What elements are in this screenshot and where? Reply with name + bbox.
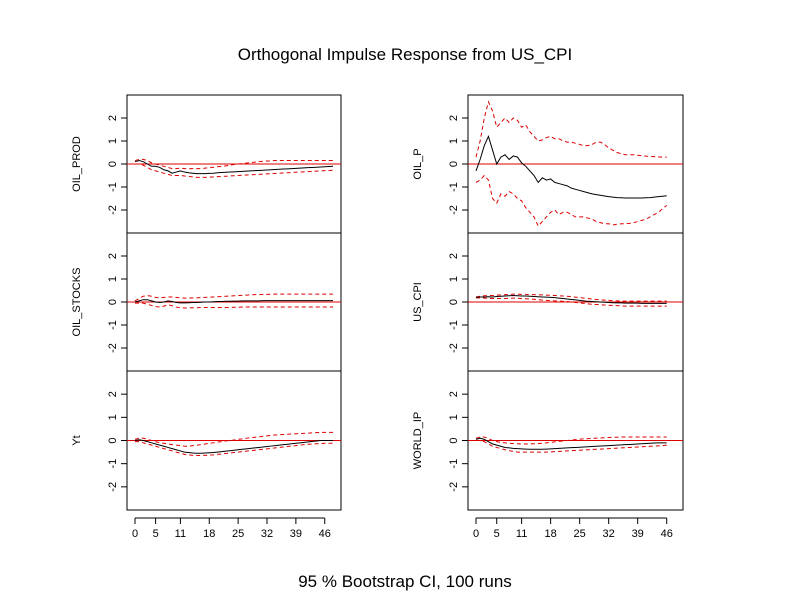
panel-ylabel: US_CPI <box>412 282 424 322</box>
x-tick-label: 5 <box>494 528 500 540</box>
irf-line <box>134 160 334 175</box>
panel-us_cpi: 2 1 0 -1 -2 US_CPI <box>412 232 684 372</box>
y-tick-label: -1 <box>107 182 119 192</box>
irf-line <box>475 295 667 304</box>
panel-oil_prod: 2 1 0 -1 -2 OIL_PROD <box>71 94 342 234</box>
panel-oil_stocks: 2 1 0 -1 -2 OIL_STOCKS <box>71 232 342 372</box>
chart-title: Orthogonal Impulse Response from US_CPI <box>238 45 573 64</box>
upper-bound-line <box>134 158 333 170</box>
y-tick-label: -2 <box>448 482 460 492</box>
y-tick-label: 1 <box>448 414 460 420</box>
y-tick-label: 2 <box>448 115 460 121</box>
y-tick-label: 0 <box>107 299 119 305</box>
lower-bound-line <box>476 440 667 453</box>
upper-bound-line <box>475 100 667 158</box>
x-tick-label: 32 <box>603 528 615 540</box>
y-tick-label: 1 <box>448 138 460 144</box>
x-tick-label: 5 <box>153 528 159 540</box>
y-tick-label: -1 <box>107 459 119 469</box>
x-tick-label: 18 <box>545 528 557 540</box>
panel-ylabel: OIL_PROD <box>71 136 83 192</box>
chart-subtitle: 95 % Bootstrap CI, 100 runs <box>298 572 512 591</box>
y-tick-label: -2 <box>107 343 119 353</box>
panels-group: 2 1 0 -1 -2 OIL_PROD 2 1 0 -1 -2 OIL_P 2 1 0 -1 -2 OIL_ST… <box>71 94 684 540</box>
irf-line <box>475 134 667 199</box>
lower-bound-line <box>135 163 334 178</box>
y-tick-label: 0 <box>107 437 119 443</box>
y-tick-label: 2 <box>107 391 119 397</box>
x-tick-label: 32 <box>261 528 273 540</box>
irf-line <box>475 437 667 450</box>
upper-bound-line <box>134 293 333 302</box>
y-tick-label: -2 <box>107 482 119 492</box>
lower-bound-line <box>475 174 668 228</box>
y-tick-label: -2 <box>107 205 119 215</box>
y-tick-label: -2 <box>448 343 460 353</box>
x-tick-label: 39 <box>632 528 644 540</box>
y-tick-label: 2 <box>107 115 119 121</box>
panel-ylabel: WORLD_IP <box>412 412 424 469</box>
panel-ylabel: Yt <box>71 435 83 445</box>
upper-bound-line <box>475 293 667 302</box>
x-tick-label: 0 <box>473 528 479 540</box>
irf-line <box>134 439 333 454</box>
y-tick-label: 1 <box>107 414 119 420</box>
x-tick-label: 46 <box>319 528 331 540</box>
y-tick-label: 0 <box>448 161 460 167</box>
y-tick-label: 1 <box>448 276 460 282</box>
y-tick-label: -1 <box>107 320 119 330</box>
x-tick-label: 18 <box>203 528 215 540</box>
panel-ylabel: OIL_STOCKS <box>71 268 83 337</box>
x-tick-label: 39 <box>290 528 302 540</box>
lower-bound-line <box>135 302 333 309</box>
irf-line <box>134 299 333 304</box>
x-tick-label: 25 <box>232 528 244 540</box>
x-tick-label: 11 <box>175 528 186 540</box>
y-tick-label: 1 <box>107 276 119 282</box>
y-tick-label: 1 <box>107 138 119 144</box>
panel-oil_p: 2 1 0 -1 -2 OIL_P <box>412 94 684 234</box>
y-tick-label: 0 <box>448 437 460 443</box>
y-tick-label: -1 <box>448 320 460 330</box>
x-tick-label: 46 <box>661 528 673 540</box>
x-tick-label: 0 <box>132 528 138 540</box>
lower-bound-line <box>476 297 667 307</box>
lower-bound-line <box>135 441 333 457</box>
y-tick-label: 0 <box>107 161 119 167</box>
y-tick-label: 0 <box>448 299 460 305</box>
y-tick-label: -1 <box>448 459 460 469</box>
panel-world_ip: 2 1 0 -1 -2 WORLD_IP 0 5 11 18 25 32 39 46 <box>412 370 684 540</box>
y-tick-label: 2 <box>107 253 119 259</box>
panel-yt: 2 1 0 -1 -2 Yt 0 5 11 18 25 32 39 46 <box>71 370 342 540</box>
x-tick-label: 11 <box>516 528 527 540</box>
panel-ylabel: OIL_P <box>412 148 424 179</box>
y-tick-label: 2 <box>448 253 460 259</box>
y-tick-label: -1 <box>448 182 460 192</box>
y-tick-label: 2 <box>448 391 460 397</box>
x-tick-label: 25 <box>574 528 586 540</box>
y-tick-label: -2 <box>448 205 460 215</box>
upper-bound-line <box>134 431 333 447</box>
